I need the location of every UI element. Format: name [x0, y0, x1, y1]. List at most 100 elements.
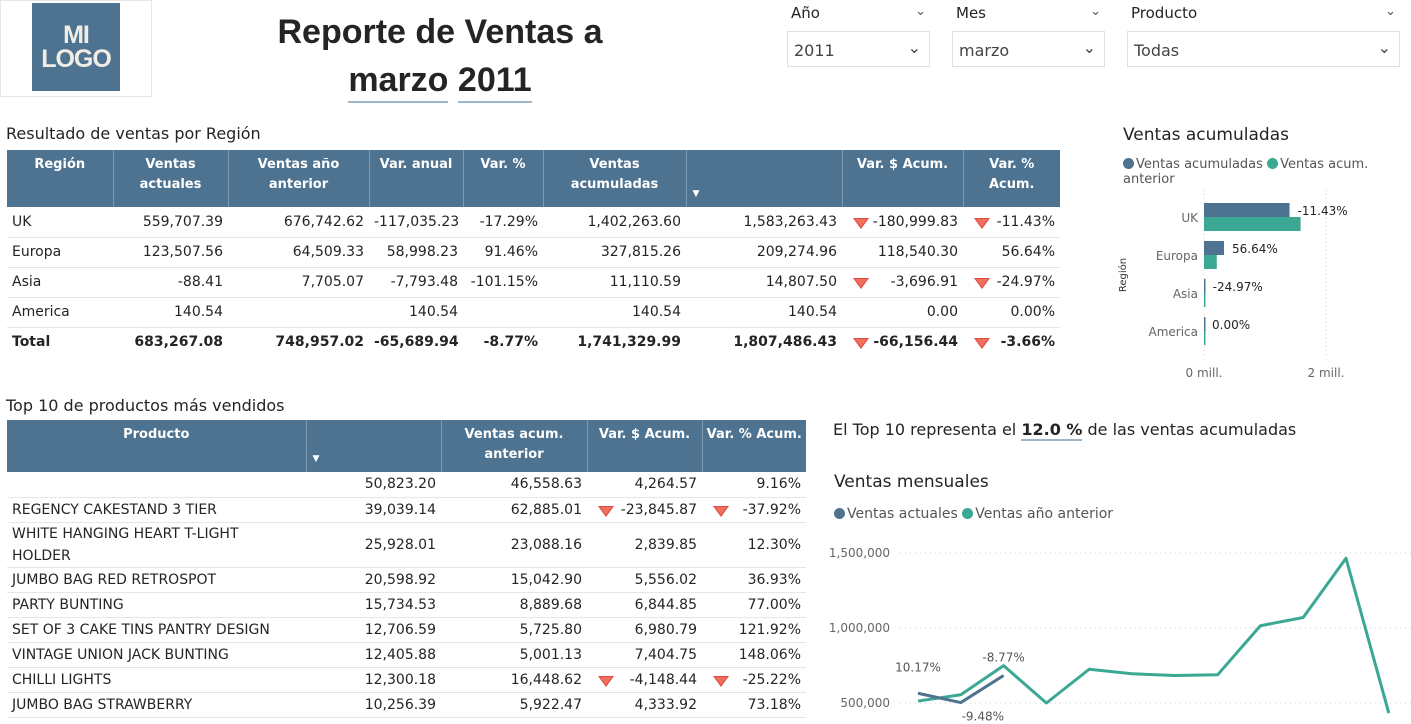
cell-value: 7,404.75 [634, 646, 697, 663]
table-row[interactable]: Asia -88.41 7,705.07 -7,793.48 -101.15% 11,11… [7, 267, 1060, 298]
column-header[interactable]: ▼ [685, 150, 842, 207]
sort-desc-icon[interactable]: ▼ [312, 454, 320, 464]
cell-value: JUMBO BAG RED RETROSPOT [12, 571, 217, 588]
bar[interactable] [1204, 317, 1206, 331]
table-cell: 0.00 [842, 297, 963, 328]
top10-summary: El Top 10 representa el 12.0 % de las ve… [833, 420, 1296, 441]
column-header[interactable]: Ventas acum. anterior [440, 420, 587, 472]
column-header[interactable]: Var. $ Acum. [586, 420, 702, 472]
legend-dot-previous [962, 508, 974, 519]
column-header[interactable]: Var. % Acum. [701, 420, 806, 472]
table-cell: 39,039.14 [306, 497, 441, 523]
slicer-label: Mes [956, 4, 986, 22]
logo-line1: MI [63, 21, 90, 49]
table-row[interactable]: JUMBO BAG RED RETROSPOT 20,598.92 15,042.9… [7, 567, 806, 593]
table-cell: -23,845.87 [587, 497, 702, 523]
column-header[interactable]: Región [7, 150, 113, 207]
line-chart-legend: Ventas actuales Ventas año anterior [834, 506, 1113, 522]
bar[interactable] [1204, 217, 1301, 231]
down-triangle-icon [853, 338, 869, 350]
table-cell: 683,267.08 [113, 326, 228, 357]
table-cell: VINTAGE UNION JACK BUNTING [7, 642, 306, 668]
bar[interactable] [1204, 331, 1206, 345]
bar[interactable] [1204, 203, 1290, 217]
table-row[interactable]: CHILLI LIGHTS 12,300.18 16,448.62 -4,148.44… [7, 667, 806, 693]
top10-value: 12.0 % [1021, 420, 1083, 441]
product-dropdown[interactable]: Todas ⌄ [1127, 31, 1400, 67]
table-cell: 748,957.02 [228, 326, 369, 357]
column-header[interactable]: Var. $ Acum. [841, 150, 963, 207]
slicer-month[interactable]: Mes ⌄ marzo ⌄ [952, 0, 1105, 70]
cell-value: 4,333.92 [634, 696, 697, 713]
series-line-current[interactable] [917, 674, 1005, 705]
table-cell: -88.41 [113, 267, 228, 298]
bar[interactable] [1204, 241, 1224, 255]
table-cell: 10,256.39 [306, 692, 441, 718]
table-cell: 50,823.20 [306, 472, 441, 498]
bar[interactable] [1204, 255, 1217, 269]
cell-value: 6,844.85 [634, 596, 697, 613]
sort-desc-icon[interactable]: ▼ [692, 189, 700, 199]
region-table: Región Ventas actuales Ventas año anterior… [7, 150, 1060, 357]
table-cell: REGENCY CAKESTAND 3 TIER [7, 497, 306, 523]
data-label: 0.00% [1212, 318, 1250, 332]
table-row[interactable]: REGENCY CAKESTAND 3 TIER 39,039.14 62,885.… [7, 497, 806, 523]
data-label: 10.17% [895, 660, 941, 674]
down-triangle-icon [974, 278, 990, 289]
column-header[interactable]: Ventas actuales [112, 150, 228, 207]
table-cell: 6,844.85 [587, 592, 702, 618]
table-cell: 12,405.88 [306, 642, 441, 668]
cell-value: -37.92% [742, 501, 801, 518]
year-dropdown[interactable]: 2011 ⌄ [787, 31, 930, 67]
table-row[interactable]: UK 559,707.39 676,742.62 -117,035.23 -17.29%… [7, 207, 1060, 238]
bar[interactable] [1204, 293, 1206, 307]
table-cell: -11.43% [963, 207, 1060, 238]
cell-value: 91.46% [484, 244, 538, 260]
month-dropdown[interactable]: marzo ⌄ [952, 31, 1105, 67]
table-cell: 7,705.07 [228, 267, 369, 298]
table-cell: 11,110.59 [543, 267, 686, 298]
cell-value: 118,540.30 [877, 244, 958, 260]
table-row[interactable]: PARTY BUNTING 15,734.53 8,889.68 6,844.85 77… [7, 592, 806, 618]
chevron-down-icon[interactable]: ⌄ [1090, 4, 1101, 19]
table-cell: 23,088.16 [441, 522, 587, 568]
total-row[interactable]: Total 683,267.08 748,957.02 -65,689.94 -8.77… [7, 326, 1060, 357]
x-tick-label: 2 mill. [1308, 366, 1345, 380]
table-row[interactable]: VINTAGE UNION JACK BUNTING 12,405.88 5,001… [7, 642, 806, 668]
cell-value: -180,999.83 [872, 213, 958, 230]
cell-value: 5,556.02 [634, 571, 697, 588]
category-label: UK [1181, 211, 1199, 225]
table-row[interactable]: WHITE HANGING HEART T-LIGHT HOLDER 25,928… [7, 522, 806, 568]
cell-value: 140.54 [632, 304, 681, 320]
bar[interactable] [1204, 279, 1206, 293]
series-line-previous[interactable] [917, 556, 1391, 714]
table-row[interactable]: 50,823.20 46,558.63 4,264.57 9.16% [7, 472, 806, 498]
column-header[interactable]: Var. anual [368, 150, 463, 207]
column-header[interactable]: Ventas año anterior [227, 150, 369, 207]
column-header[interactable]: ▼ [305, 420, 441, 472]
table-row[interactable]: SET OF 3 CAKE TINS PANTRY DESIGN 12,706.5… [7, 617, 806, 643]
chevron-down-icon[interactable]: ⌄ [1385, 4, 1396, 19]
cell-value: PARTY BUNTING [12, 596, 124, 613]
slicer-year[interactable]: Año ⌄ 2011 ⌄ [787, 0, 930, 70]
table-row[interactable]: JUMBO BAG STRAWBERRY 10,256.39 5,922.47 4,3… [7, 692, 806, 718]
cell-value: -65,689.94 [374, 334, 459, 351]
cell-value: 62,885.01 [510, 501, 582, 518]
table-cell [228, 297, 369, 328]
slicer-product[interactable]: Producto ⌄ Todas ⌄ [1127, 0, 1400, 70]
table-row[interactable]: America 140.54 140.54 140.54 140.54 0.00 0.00% [7, 297, 1060, 328]
data-label: -8.77% [982, 651, 1024, 665]
legend-dot-previous [1267, 158, 1279, 169]
cell-value: 11,110.59 [609, 274, 681, 290]
cell-value: 9.16% [756, 476, 801, 493]
column-header[interactable]: Ventas acumuladas [542, 150, 686, 207]
table-cell: 15,734.53 [306, 592, 441, 618]
chevron-down-icon[interactable]: ⌄ [915, 4, 926, 19]
data-label: -24.97% [1213, 280, 1263, 294]
column-header[interactable]: Var. % [462, 150, 543, 207]
table-row[interactable]: Europa 123,507.56 64,509.33 58,998.23 91.46%… [7, 237, 1060, 268]
column-header[interactable]: Var. % Acum. [962, 150, 1060, 207]
legend-label: Ventas actuales [847, 506, 958, 522]
column-header[interactable]: Producto [7, 420, 306, 472]
product-table-title: Top 10 de productos más vendidos [6, 396, 285, 415]
